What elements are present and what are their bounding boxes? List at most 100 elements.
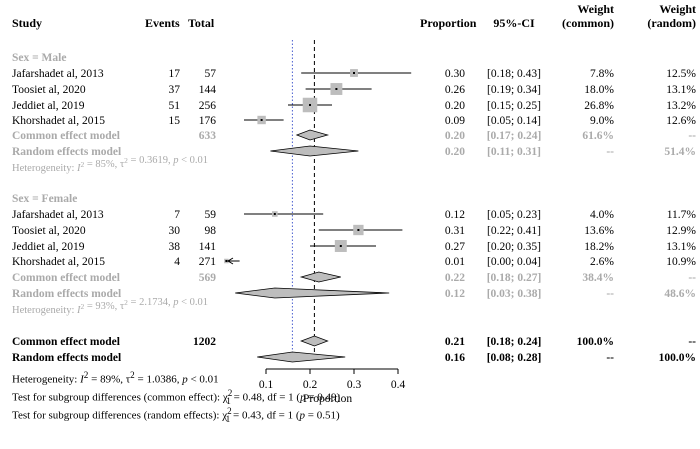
- header-weight-common-2: (common): [562, 16, 614, 30]
- point-estimate: [309, 104, 311, 106]
- common-effect-label: Common effect model: [12, 272, 120, 284]
- header-weight-random-2: (random): [647, 16, 696, 30]
- subgroup-test-random: Test for subgroup differences (random ef…: [12, 406, 340, 424]
- events-value: 17: [169, 68, 181, 80]
- weight-common-value: 18.0%: [584, 84, 614, 96]
- proportion-value: 0.12: [445, 209, 465, 221]
- proportion-value: 0.27: [445, 241, 465, 253]
- pooled-ci-value: [0.18; 0.27]: [487, 272, 542, 284]
- total-value: 57: [205, 68, 217, 80]
- total-value: 256: [199, 100, 217, 112]
- total-value: 59: [205, 209, 217, 221]
- weight-common-value: 7.8%: [590, 68, 614, 80]
- weight-random-value: 10.9%: [666, 256, 696, 268]
- events-value: 30: [169, 225, 181, 237]
- pooled-proportion-value: 0.21: [445, 336, 465, 348]
- weight-random-value: 13.2%: [666, 100, 696, 112]
- events-value: 4: [174, 256, 180, 268]
- total-value: 144: [199, 84, 217, 96]
- pooled-total-value: 569: [199, 272, 217, 284]
- overall-common-effect-diamond: [300, 335, 329, 347]
- ci-value: [0.20; 0.35]: [487, 241, 541, 253]
- pooled-ci-value: [0.17; 0.24]: [487, 130, 542, 142]
- study-label: Jafarshadet al, 2013: [12, 209, 104, 221]
- weight-random-value: 13.1%: [666, 241, 696, 253]
- proportion-value: 0.30: [445, 68, 465, 80]
- common-effect-diamond: [299, 271, 341, 283]
- ci-arrow-left: [227, 257, 234, 265]
- ci-value: [0.05; 0.14]: [487, 115, 541, 127]
- ci-value: [0.05; 0.23]: [487, 209, 541, 221]
- random-effects-diamond: [270, 145, 359, 157]
- pooled-weight-random-value: 48.6%: [664, 288, 696, 300]
- random-effects-diamond: [235, 287, 390, 299]
- pooled-proportion-value: 0.20: [445, 130, 465, 142]
- subgroup-label: Sex = Female: [12, 193, 77, 205]
- overall-heterogeneity: Heterogeneity: I2 = 89%, τ2 = 1.0386, p …: [12, 370, 219, 386]
- proportion-value: 0.09: [445, 115, 465, 127]
- header-ci: 95%-CI: [493, 16, 535, 30]
- pooled-weight-common-value: 38.4%: [582, 272, 614, 284]
- total-value: 271: [199, 256, 217, 268]
- ci-value: [0.22; 0.41]: [487, 225, 541, 237]
- weight-random-value: 13.1%: [666, 84, 696, 96]
- x-axis-label: Proportion: [303, 393, 352, 405]
- study-label: Khorshadet al, 2015: [12, 115, 105, 127]
- point-estimate: [357, 229, 360, 231]
- pooled-weight-common-value: 100.0%: [577, 336, 614, 348]
- pooled-proportion-value: 0.22: [445, 272, 465, 284]
- events-value: 15: [169, 115, 181, 127]
- pooled-weight-common-value: --: [606, 288, 614, 300]
- random-effects-label: Random effects model: [12, 288, 121, 300]
- weight-common-value: 9.0%: [590, 115, 614, 127]
- ci-value: [0.19; 0.34]: [487, 84, 541, 96]
- events-value: 38: [169, 241, 181, 253]
- random-effects-label: Random effects model: [12, 146, 121, 158]
- weight-common-value: 26.8%: [584, 100, 614, 112]
- subgroup-test-common: Test for subgroup differences (common ef…: [12, 388, 341, 406]
- x-tick-label: 0.4: [391, 379, 406, 391]
- pooled-weight-random-value: 51.4%: [664, 146, 696, 158]
- overall-common-effect-label: Common effect model: [12, 336, 120, 348]
- heterogeneity-text: Heterogeneity: I2 = 93%, τ2 = 2.1734, p …: [12, 297, 208, 316]
- total-value: 176: [199, 115, 217, 127]
- total-value: 141: [199, 241, 217, 253]
- x-tick-label: 0.1: [259, 379, 274, 391]
- header-weight-random-1: Weight: [659, 2, 696, 16]
- x-axis: 0.1 0.2 0.3 0.4 Proportion: [259, 368, 406, 405]
- pooled-proportion-value: 0.20: [445, 146, 465, 158]
- study-label: Jafarshadet al, 2013: [12, 68, 104, 80]
- events-value: 7: [174, 209, 180, 221]
- weight-random-value: 11.7%: [667, 209, 697, 221]
- weight-common-value: 18.2%: [584, 241, 614, 253]
- pooled-ci-value: [0.08; 0.28]: [487, 352, 542, 364]
- study-label: Jeddiet al, 2019: [12, 241, 85, 253]
- forest-rows: Sex = Male Jafarshadet al, 2013 17 57 0.30 [0…: [12, 52, 696, 364]
- subgroup-label: Sex = Male: [12, 52, 66, 64]
- point-estimate: [225, 260, 228, 262]
- pooled-weight-common-value: 61.6%: [582, 130, 614, 142]
- pooled-ci-value: [0.11; 0.31]: [487, 146, 541, 158]
- study-label: Jeddiet al, 2019: [12, 100, 85, 112]
- weight-random-value: 12.9%: [666, 225, 696, 237]
- header-events: Events: [145, 16, 180, 30]
- pooled-weight-common-value: --: [606, 146, 614, 158]
- study-label: Khorshadet al, 2015: [12, 256, 105, 268]
- point-estimate: [353, 72, 355, 74]
- proportion-value: 0.31: [445, 225, 465, 237]
- events-value: 51: [169, 100, 181, 112]
- total-value: 98: [205, 225, 217, 237]
- study-label: Toosiet al, 2020: [12, 84, 86, 96]
- pooled-weight-random-value: --: [688, 336, 696, 348]
- overall-random-effects-diamond: [257, 351, 346, 363]
- ci-value: [0.18; 0.43]: [487, 68, 541, 80]
- weight-random-value: 12.5%: [666, 68, 696, 80]
- x-tick-label: 0.3: [347, 379, 362, 391]
- ci-value: [0.15; 0.25]: [487, 100, 541, 112]
- pooled-ci-value: [0.18; 0.24]: [487, 336, 542, 348]
- events-value: 37: [169, 84, 181, 96]
- pooled-ci-value: [0.03; 0.38]: [487, 288, 542, 300]
- x-tick-label: 0.2: [303, 379, 318, 391]
- pooled-proportion-value: 0.12: [445, 288, 465, 300]
- common-effect-label: Common effect model: [12, 130, 120, 142]
